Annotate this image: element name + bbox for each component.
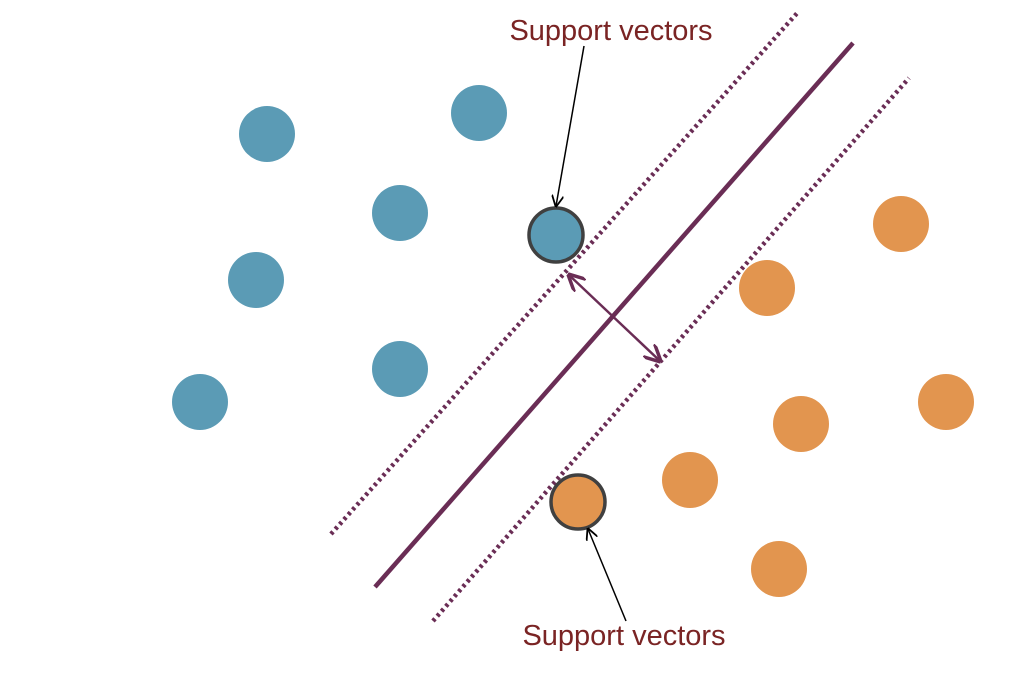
pointer-arrow-bottom: [588, 529, 627, 622]
class-b-support-vector: [549, 473, 607, 531]
margin-width-arrow: [569, 275, 660, 361]
class-b-point: [918, 374, 974, 430]
class-a-point: [451, 85, 507, 141]
margin-line-lower: [431, 76, 911, 623]
support-vectors-label-top: Support vectors: [509, 15, 712, 47]
class-a-points: [172, 85, 585, 430]
class-b-point: [662, 452, 718, 508]
class-a-support-vector: [527, 206, 585, 264]
class-a-point: [239, 106, 295, 162]
class-b-point: [751, 541, 807, 597]
hyperplane-line: [373, 41, 855, 589]
margin-line-upper: [329, 9, 801, 536]
class-a-point: [172, 374, 228, 430]
pointer-arrow-top: [556, 45, 585, 206]
class-b-point: [873, 196, 929, 252]
support-vectors-label-bottom: Support vectors: [522, 620, 725, 652]
class-a-point: [372, 341, 428, 397]
class-a-point: [372, 185, 428, 241]
class-b-point: [739, 260, 795, 316]
class-b-point: [773, 396, 829, 452]
class-b-points: [549, 196, 974, 597]
class-a-point: [228, 252, 284, 308]
